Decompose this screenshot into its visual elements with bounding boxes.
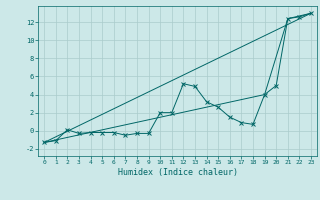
X-axis label: Humidex (Indice chaleur): Humidex (Indice chaleur) [118,168,238,177]
